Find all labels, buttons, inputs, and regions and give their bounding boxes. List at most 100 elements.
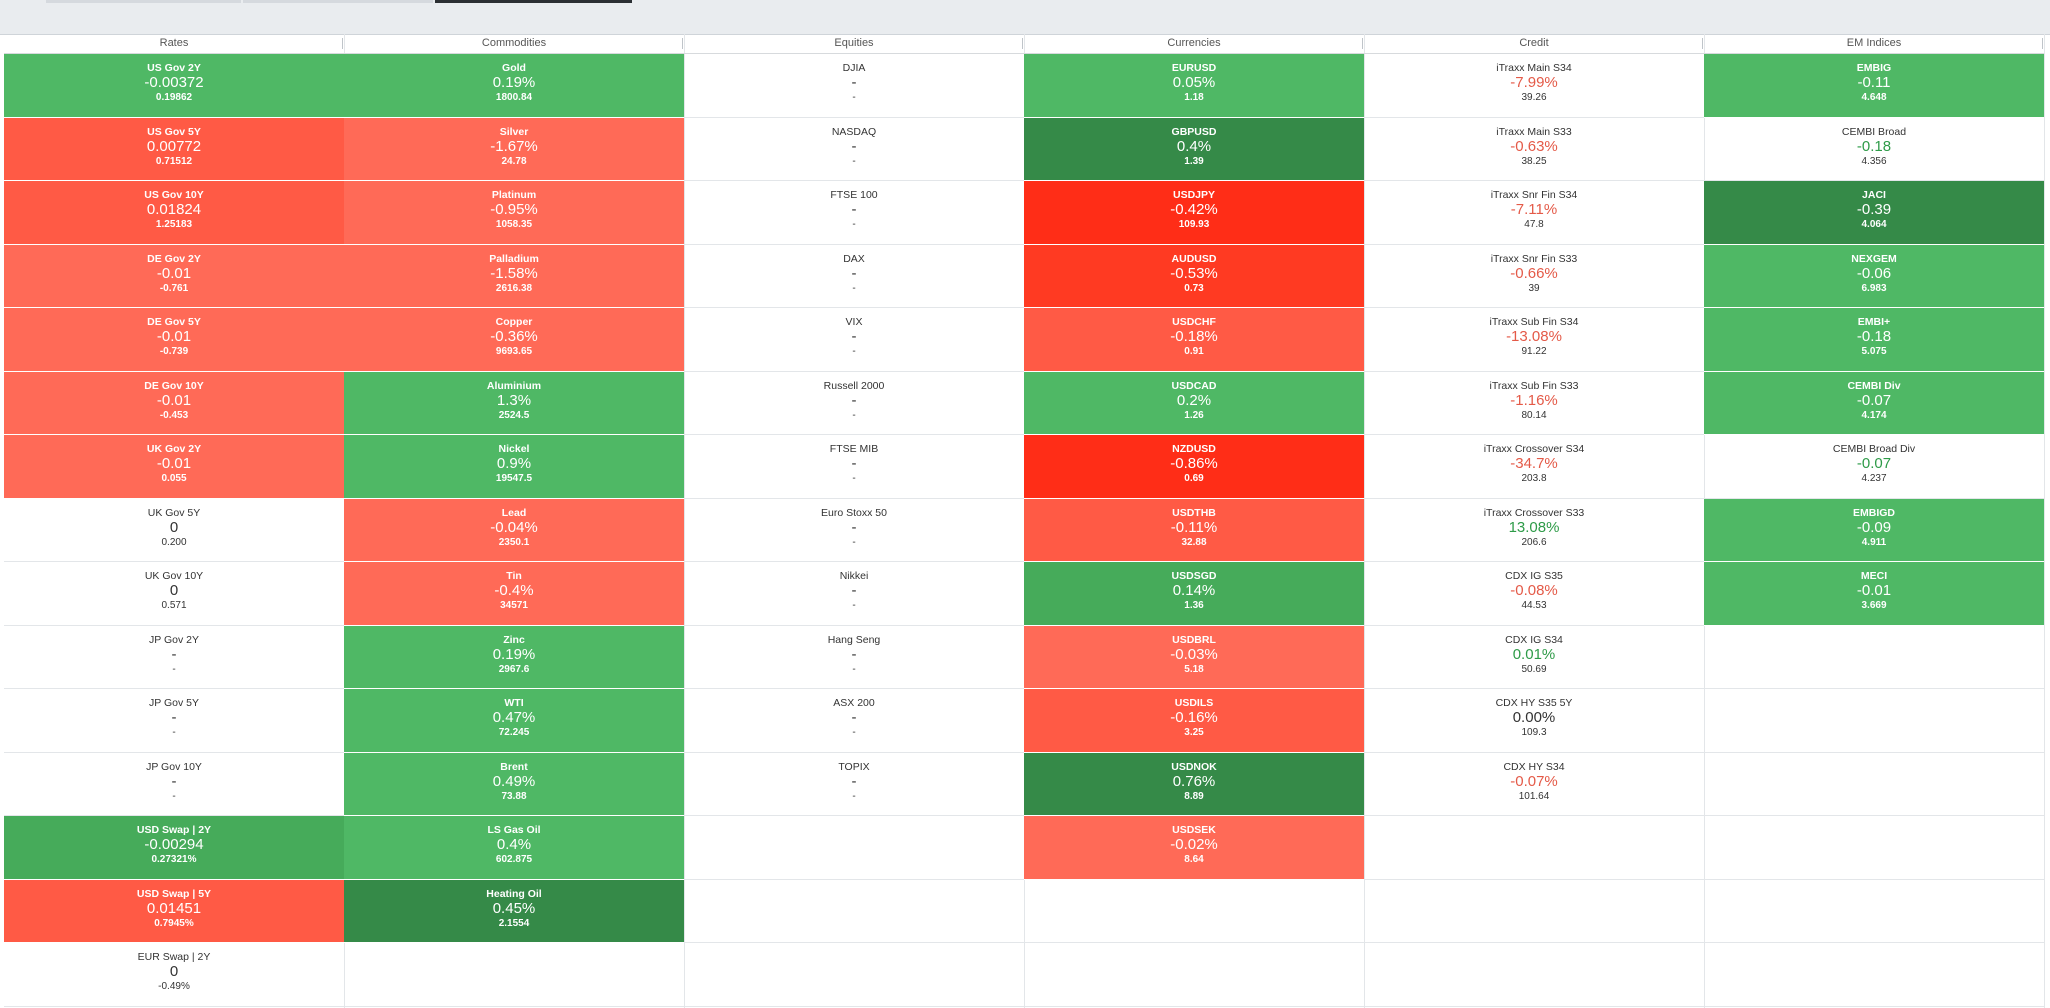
column-3: Currencies EURUSD 0.05% 1.18 GBPUSD 0.4% 1.39 U… (1024, 34, 1365, 1008)
tile[interactable]: FTSE MIB - - (684, 435, 1024, 499)
tile[interactable]: Heating Oil 0.45% 2.1554 (344, 879, 684, 943)
tile[interactable]: CEMBI Broad -0.18 4.356 (1704, 118, 2044, 181)
tile[interactable]: iTraxx Sub Fin S34 -13.08% 91.22 (1364, 308, 1704, 372)
column-resize-handle[interactable] (1022, 38, 1023, 49)
tile[interactable]: USDTHB -0.11% 32.88 (1024, 498, 1364, 562)
tile[interactable]: JP Gov 10Y - - (4, 753, 344, 816)
column-resize-handle[interactable] (1362, 38, 1363, 49)
tile[interactable]: USDSEK -0.02% 8.64 (1024, 816, 1364, 880)
tile[interactable]: DE Gov 5Y -0.01 -0.739 (4, 308, 344, 372)
tile[interactable]: VIX - - (684, 308, 1024, 372)
tile[interactable]: Tin -0.4% 34571 (344, 562, 684, 626)
tile[interactable]: iTraxx Sub Fin S33 -1.16% 80.14 (1364, 372, 1704, 435)
tile[interactable]: USDBRL -0.03% 5.18 (1024, 625, 1364, 689)
column-resize-handle[interactable] (2042, 38, 2043, 49)
change-value: 0.76% (1172, 772, 1216, 790)
tile[interactable]: iTraxx Snr Fin S34 -7.11% 47.8 (1364, 181, 1704, 245)
tile[interactable]: DAX - - (684, 245, 1024, 308)
tile[interactable]: USD Swap | 2Y -0.00294 0.27321% (4, 816, 344, 880)
column-header[interactable]: Equities (684, 34, 1024, 54)
last-value: -0.49% (158, 981, 190, 992)
tile[interactable]: EMBIG -0.11 4.648 (1704, 54, 2044, 118)
tile[interactable]: JACI -0.39 4.064 (1704, 181, 2044, 245)
tile[interactable]: NASDAQ - - (684, 118, 1024, 181)
tab-1[interactable] (46, 0, 241, 3)
tab-2[interactable] (243, 0, 433, 3)
column-resize-handle[interactable] (682, 38, 683, 49)
tile[interactable]: US Gov 5Y 0.00772 0.71512 (4, 117, 344, 181)
tile[interactable]: Copper -0.36% 9693.65 (344, 308, 684, 372)
tile[interactable]: NEXGEM -0.06 6.983 (1704, 244, 2044, 308)
tile[interactable]: Russell 2000- - (684, 372, 1024, 435)
tile[interactable]: LS Gas Oil 0.4% 602.875 (344, 816, 684, 880)
tile[interactable]: EUR Swap | 2Y 0 -0.49% (4, 943, 344, 1007)
tile[interactable]: Silver -1.67% 24.78 (344, 117, 684, 181)
tile[interactable]: Zinc 0.19% 2967.6 (344, 625, 684, 689)
tile[interactable]: USDJPY -0.42% 109.93 (1024, 181, 1364, 245)
tile[interactable]: EMBIGD -0.09 4.911 (1704, 498, 2044, 562)
tile[interactable]: CDX IG S34 0.01% 50.69 (1364, 626, 1704, 689)
last-value: 9693.65 (495, 346, 533, 357)
tile[interactable]: iTraxx Snr Fin S33 -0.66% 39 (1364, 245, 1704, 308)
tile[interactable]: GBPUSD 0.4% 1.39 (1024, 117, 1364, 181)
column-header[interactable]: Currencies (1024, 34, 1364, 54)
change-value: -0.66% (1510, 264, 1558, 282)
tile[interactable]: Palladium -1.58% 2616.38 (344, 244, 684, 308)
last-value: 1.39 (1184, 155, 1204, 167)
column-resize-handle[interactable] (342, 38, 343, 49)
tile[interactable]: USD Swap | 5Y 0.01451 0.7945% (4, 879, 344, 943)
change-value: -1.16% (1510, 391, 1558, 409)
tile[interactable]: USDSGD 0.14% 1.36 (1024, 562, 1364, 626)
tile[interactable]: DE Gov 10Y -0.01 -0.453 (4, 371, 344, 435)
tile[interactable]: UK Gov 2Y -0.01 0.055 (4, 435, 344, 499)
tab-active[interactable] (435, 0, 632, 3)
last-value: 0.91 (1184, 346, 1204, 357)
tile[interactable]: TOPIX - - (684, 753, 1024, 816)
tile[interactable]: JP Gov 5Y - - (4, 689, 344, 753)
change-value: -1.67% (490, 137, 538, 155)
tile[interactable]: DJIA - - (684, 54, 1024, 118)
tile[interactable]: Nikkei - - (684, 562, 1024, 626)
tile[interactable]: UK Gov 5Y 0 0.200 (4, 499, 344, 562)
tile[interactable]: CEMBI Broad Div -0.07 4.237 (1704, 435, 2044, 499)
tile[interactable]: USDNOK 0.76% 8.89 (1024, 752, 1364, 816)
tile[interactable]: DE Gov 2Y -0.01 -0.761 (4, 244, 344, 308)
tile[interactable]: MECI -0.01 3.669 (1704, 562, 2044, 626)
column-header[interactable]: Commodities (344, 34, 684, 54)
tile[interactable]: CDX HY S34 -0.07% 101.64 (1364, 753, 1704, 816)
column-resize-handle[interactable] (1702, 38, 1703, 49)
tile[interactable]: AUDUSD -0.53% 0.73 (1024, 244, 1364, 308)
tile[interactable]: iTraxx Main S34 -7.99% 39.26 (1364, 54, 1704, 118)
tile[interactable]: US Gov 10Y 0.01824 1.25183 (4, 181, 344, 245)
tile[interactable]: iTraxx Main S33 -0.63% 38.25 (1364, 118, 1704, 181)
tile[interactable]: Hang Seng - - (684, 626, 1024, 689)
tile[interactable]: USDILS -0.16% 3.25 (1024, 689, 1364, 753)
tile[interactable]: CEMBI Div -0.07 4.174 (1704, 371, 2044, 435)
tile[interactable]: JP Gov 2Y - - (4, 626, 344, 689)
tile[interactable]: USDCHF -0.18% 0.91 (1024, 308, 1364, 372)
tile[interactable]: US Gov 2Y -0.00372 0.19862 (4, 54, 344, 118)
tile[interactable]: Aluminium 1.3% 2524.5 (344, 371, 684, 435)
tile[interactable]: NZDUSD -0.86% 0.69 (1024, 435, 1364, 499)
tile[interactable]: EURUSD 0.05% 1.18 (1024, 54, 1364, 118)
column-header[interactable]: Rates (4, 34, 344, 54)
tile[interactable]: iTraxx Crossover S34 -34.7% 203.8 (1364, 435, 1704, 499)
tile[interactable]: UK Gov 10Y 0 0.571 (4, 562, 344, 626)
tile[interactable]: Euro Stoxx 50- - (684, 499, 1024, 562)
change-value: 0.00% (1512, 709, 1556, 726)
tile[interactable]: Platinum -0.95% 1058.35 (344, 181, 684, 245)
tile[interactable]: FTSE 100- - (684, 181, 1024, 245)
tile[interactable]: ASX 200- - (684, 689, 1024, 753)
tile[interactable]: CDX HY S35 5Y 0.00% 109.3 (1364, 689, 1704, 753)
column-header[interactable]: Credit (1364, 34, 1704, 54)
tile[interactable]: iTraxx Crossover S33 13.08% 206.6 (1364, 499, 1704, 562)
tile[interactable]: Brent 0.49% 73.88 (344, 752, 684, 816)
tile[interactable]: Gold 0.19% 1800.84 (344, 54, 684, 118)
tile[interactable]: Lead -0.04% 2350.1 (344, 498, 684, 562)
column-header[interactable]: EM Indices (1704, 34, 2044, 54)
tile[interactable]: WTI 0.47% 72.245 (344, 689, 684, 753)
tile[interactable]: CDX IG S35 -0.08% 44.53 (1364, 562, 1704, 626)
tile[interactable]: EMBI+ -0.18 5.075 (1704, 308, 2044, 372)
tile[interactable]: Nickel 0.9% 19547.5 (344, 435, 684, 499)
tile[interactable]: USDCAD 0.2% 1.26 (1024, 371, 1364, 435)
